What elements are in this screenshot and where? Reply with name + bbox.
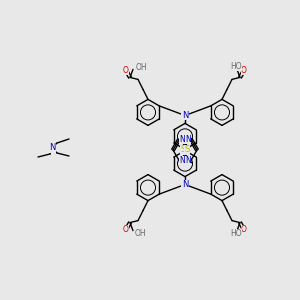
Text: O: O bbox=[241, 66, 247, 75]
Text: O: O bbox=[241, 225, 247, 234]
Text: N: N bbox=[182, 111, 188, 120]
Text: O: O bbox=[123, 225, 129, 234]
Text: OH: OH bbox=[136, 63, 148, 72]
Text: OH: OH bbox=[135, 229, 147, 238]
Text: N: N bbox=[49, 143, 55, 152]
Text: N: N bbox=[185, 135, 191, 144]
Text: HO: HO bbox=[230, 62, 242, 71]
Text: HO: HO bbox=[230, 229, 242, 238]
Text: N: N bbox=[179, 156, 185, 165]
Text: N: N bbox=[179, 135, 185, 144]
Text: S: S bbox=[180, 146, 186, 154]
Text: S: S bbox=[184, 146, 190, 154]
Text: N: N bbox=[185, 156, 191, 165]
Text: N: N bbox=[182, 180, 188, 189]
Text: O: O bbox=[123, 66, 129, 75]
